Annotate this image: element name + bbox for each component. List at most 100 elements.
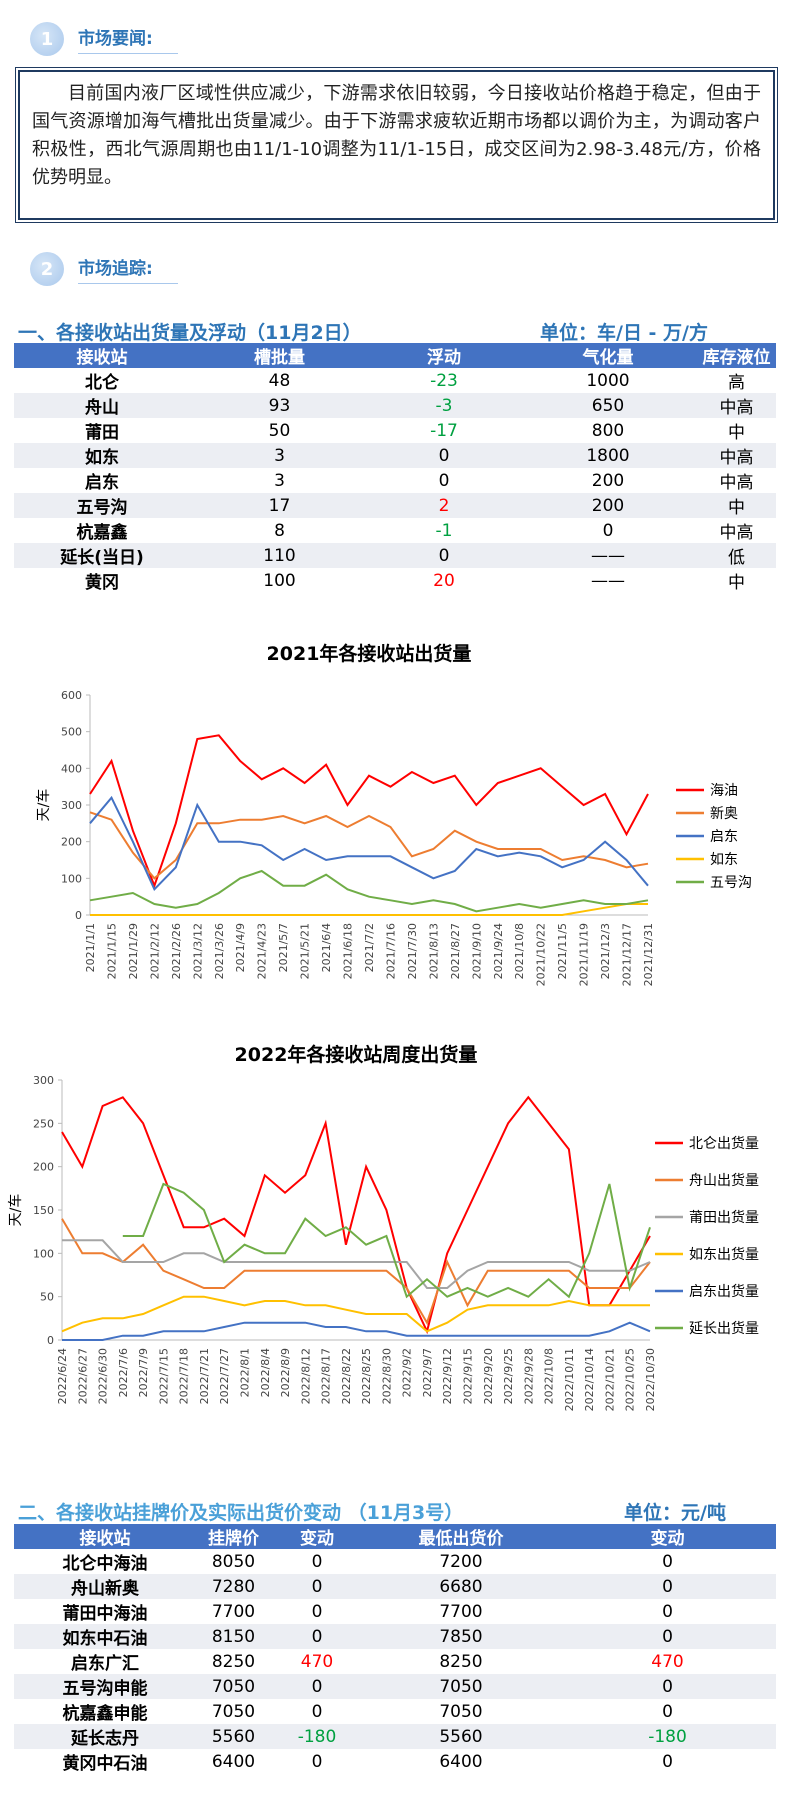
- cell: 杭嘉鑫: [76, 523, 128, 543]
- cell: 北仑中海油: [62, 1554, 148, 1574]
- chart-title: 2022年各接收站周度出货量: [235, 1043, 478, 1066]
- row: 杭嘉鑫 8 -1 0 中高: [14, 518, 776, 544]
- legend-label: 海油: [710, 783, 738, 799]
- cell: 7050: [363, 1674, 559, 1699]
- header-cell: 挂牌价: [196, 1524, 271, 1549]
- legend-label: 启东: [710, 829, 738, 845]
- cell: 7280: [196, 1574, 271, 1599]
- row: 五号沟申能 7050 0 7050 0: [14, 1674, 776, 1699]
- cell: 6400: [211, 1751, 256, 1772]
- x-tick-label: 2022/8/1: [238, 1348, 251, 1397]
- legend-label: 延长出货量: [689, 1320, 759, 1337]
- cell: 48: [268, 370, 291, 391]
- x-tick-label: 2022/10/30: [644, 1348, 657, 1411]
- section-number: 1: [30, 22, 64, 56]
- x-tick-label: 2021/11/5: [556, 923, 569, 979]
- cell: 高: [728, 373, 745, 393]
- cell: 50: [268, 420, 291, 441]
- cell: 93: [190, 393, 369, 418]
- cell: 五号沟: [14, 493, 190, 518]
- y-tick-label: 200: [61, 836, 82, 849]
- cell: 5560: [196, 1724, 271, 1749]
- cell: 6400: [439, 1751, 483, 1772]
- cell: 7850: [363, 1624, 559, 1649]
- table-unit: 单位：元/吨: [624, 1502, 726, 1524]
- legend-label: 北仑出货量: [689, 1135, 759, 1152]
- x-tick-label: 2022/6/27: [76, 1348, 89, 1404]
- header-row: 接收站 槽批量 浮动 气化量 库存液位: [14, 343, 776, 368]
- x-tick-label: 2021/2/12: [148, 923, 161, 979]
- cell: 中高: [719, 473, 754, 493]
- news-box: 目前国内液厂区域性供应减少，下游需求依旧较弱，今日接收站价格趋于稳定，但由于国气…: [18, 70, 775, 220]
- row: 五号沟 17 2 200 中: [14, 493, 776, 518]
- x-tick-label: 2022/10/25: [624, 1348, 637, 1411]
- x-tick-label: 2021/3/12: [191, 923, 204, 979]
- cell: 五号沟申能: [14, 1674, 196, 1699]
- cell: 0: [369, 443, 519, 468]
- x-tick-label: 2022/6/24: [56, 1348, 69, 1404]
- x-tick-label: 2022/7/9: [137, 1348, 150, 1397]
- x-tick-label: 2021/9/24: [492, 923, 505, 979]
- cell: 0: [311, 1751, 323, 1772]
- row: 如东中石油 8150 0 7850 0: [14, 1624, 776, 1649]
- header-row: 接收站 挂牌价 变动 最低出货价 变动: [14, 1524, 776, 1549]
- y-tick-label: 100: [61, 872, 82, 885]
- cell: 0: [559, 1574, 776, 1599]
- cell: 杭嘉鑫申能: [62, 1704, 148, 1724]
- cell: 8050: [211, 1551, 256, 1572]
- cell: 莆田中海油: [62, 1604, 148, 1624]
- cell: 0: [311, 1601, 323, 1622]
- x-tick-label: 2021/12/31: [642, 923, 655, 986]
- table: 接收站 槽批量 浮动 气化量 库存液位 北仑 48 -23 1000 高舟山 93 -3 650 中高 莆田…: [14, 343, 776, 593]
- cell: 舟山: [14, 393, 190, 418]
- x-tick-label: 2021/8/27: [449, 923, 462, 979]
- y-tick-label: 150: [33, 1204, 54, 1217]
- x-tick-label: 2022/7/15: [157, 1348, 170, 1404]
- legend-label: 如东: [710, 852, 738, 868]
- header-cell: 接收站: [14, 343, 190, 368]
- cell: 黄冈中石油: [62, 1754, 148, 1774]
- cell: 110: [190, 543, 369, 568]
- legend-label: 五号沟: [710, 875, 752, 891]
- x-tick-label: 2022/7/27: [218, 1348, 231, 1404]
- cell: 7050: [196, 1674, 271, 1699]
- row: 莆田中海油 7700 0 7700 0: [14, 1599, 776, 1625]
- series-line: [89, 734, 649, 889]
- cell: -180: [559, 1724, 776, 1749]
- x-tick-label: 2022/10/11: [563, 1348, 576, 1411]
- y-axis-label: 天/车: [35, 789, 52, 822]
- row: 如东 3 0 1800 中高: [14, 443, 776, 468]
- cell: 中高: [697, 393, 776, 418]
- x-tick-label: 2021/2/26: [170, 923, 183, 979]
- cell: 0: [438, 470, 450, 491]
- x-tick-label: 2021/7/2: [363, 923, 376, 972]
- header-cell: 接收站: [14, 1524, 196, 1549]
- cell: 0: [271, 1574, 363, 1599]
- x-tick-label: 2022/9/12: [441, 1348, 454, 1404]
- x-tick-label: 2022/8/22: [340, 1348, 353, 1404]
- cell: ——: [519, 543, 697, 568]
- legend-label: 新奥: [710, 805, 738, 822]
- x-tick-label: 2021/11/19: [578, 923, 591, 986]
- row: 启东 3 0 200 中高: [14, 468, 776, 494]
- x-tick-label: 2022/8/12: [299, 1348, 312, 1404]
- cell: -180: [271, 1724, 363, 1749]
- x-tick-label: 2021/4/9: [234, 923, 247, 972]
- cell: 1000: [586, 370, 630, 391]
- y-axis-label: 天/车: [7, 1194, 24, 1227]
- cell: 0: [662, 1551, 673, 1572]
- table: 接收站 挂牌价 变动 最低出货价 变动 北仑中海油 8050 0 7200 0 舟山新奥 7280 0 6…: [14, 1524, 776, 1774]
- cell: -1: [435, 520, 453, 541]
- x-tick-label: 2021/8/13: [427, 923, 440, 979]
- header-cell: 最低出货价: [363, 1524, 559, 1549]
- row: 黄冈 100 20 —— 中: [14, 568, 776, 594]
- x-tick-label: 2021/10/22: [535, 923, 548, 986]
- row: 黄冈中石油 6400 0 6400 0: [14, 1749, 776, 1775]
- cell: -23: [430, 370, 458, 391]
- header-cell: 槽批量: [190, 343, 369, 368]
- row: 舟山新奥 7280 0 6680 0: [14, 1574, 776, 1599]
- series-line: [61, 1295, 650, 1333]
- x-tick-label: 2021/6/4: [320, 923, 333, 972]
